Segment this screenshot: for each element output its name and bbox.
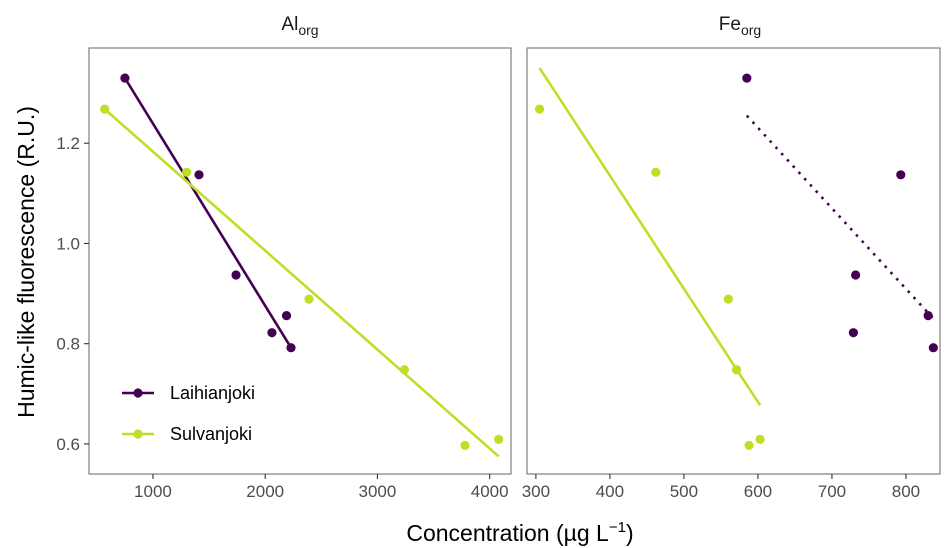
data-point-laihianjoki xyxy=(231,270,241,280)
x-axis-title-main: Concentration (µg L xyxy=(406,520,609,546)
x-axis-title: Concentration (µg L−1) xyxy=(406,519,633,546)
legend-key-point-sulvanjoki xyxy=(133,429,143,439)
data-point-sulvanjoki xyxy=(534,104,545,114)
x-tick-label: 600 xyxy=(744,482,772,501)
data-point-laihianjoki xyxy=(923,311,933,321)
x-tick-label: 500 xyxy=(670,482,698,501)
data-point-laihianjoki xyxy=(267,328,277,338)
data-point-sulvanjoki xyxy=(651,167,661,177)
strip-title-al-main: Al xyxy=(281,14,298,35)
data-point-laihianjoki xyxy=(851,270,861,280)
y-tick-label: 1.2 xyxy=(56,134,80,153)
x-tick-label: 700 xyxy=(818,482,846,501)
x-tick-label: 300 xyxy=(522,482,550,501)
data-point-laihianjoki xyxy=(281,311,292,321)
fit-line-sulvanjoki xyxy=(538,67,762,407)
data-point-laihianjoki xyxy=(286,343,296,353)
data-point-sulvanjoki xyxy=(304,294,314,304)
data-point-sulvanjoki xyxy=(182,167,192,177)
x-tick-label: 800 xyxy=(892,482,920,501)
strip-title-fe-main: Fe xyxy=(719,14,741,35)
x-tick-label: 1000 xyxy=(134,482,172,501)
strip-title-fe: Feorg xyxy=(719,14,761,38)
data-point-laihianjoki xyxy=(928,343,938,353)
data-point-laihianjoki xyxy=(848,328,859,338)
data-point-sulvanjoki xyxy=(755,434,765,445)
data-point-laihianjoki xyxy=(120,73,130,83)
data-point-laihianjoki xyxy=(896,170,906,180)
data-point-laihianjoki xyxy=(194,170,204,180)
data-point-sulvanjoki xyxy=(399,365,409,375)
data-point-laihianjoki xyxy=(742,73,752,83)
legend: Laihianjoki Sulvanjoki xyxy=(122,383,255,444)
legend-label-laihianjoki: Laihianjoki xyxy=(170,383,255,403)
y-tick-label: 0.8 xyxy=(56,335,80,354)
panel-frame xyxy=(526,47,941,475)
strip-title-fe-sub: org xyxy=(741,22,761,38)
fit-line-laihianjoki xyxy=(123,77,293,349)
x-axis-title-sup: −1 xyxy=(609,519,626,536)
data-point-sulvanjoki xyxy=(744,440,754,451)
panel-al-org: 1000 2000 3000 4000 xyxy=(88,47,512,501)
y-axis: 0.6 0.8 1.0 1.2 xyxy=(56,134,89,454)
x-tick-label: 400 xyxy=(596,482,624,501)
legend-label-sulvanjoki: Sulvanjoki xyxy=(170,424,252,444)
x-tick-label: 3000 xyxy=(359,482,397,501)
panel-fe-org: 300 400 500 600 700 800 xyxy=(522,47,941,501)
data-point-sulvanjoki xyxy=(100,104,110,114)
fit-line-laihianjoki xyxy=(745,114,935,320)
x-tick-label: 2000 xyxy=(246,482,284,501)
data-point-sulvanjoki xyxy=(494,434,504,445)
data-point-sulvanjoki xyxy=(460,440,470,451)
data-point-sulvanjoki xyxy=(731,365,742,375)
y-tick-label: 1.0 xyxy=(56,234,80,253)
y-tick-label: 0.6 xyxy=(56,435,80,454)
strip-title-al: Alorg xyxy=(281,14,318,38)
x-axis-title-tail: ) xyxy=(626,520,634,546)
legend-key-point-laihianjoki xyxy=(133,388,143,398)
y-axis-title: Humic-like fluorescence (R.U.) xyxy=(13,106,39,418)
x-tick-label: 4000 xyxy=(471,482,509,501)
data-point-sulvanjoki xyxy=(723,294,733,304)
strip-title-al-sub: org xyxy=(298,22,318,38)
panel-frame xyxy=(88,47,512,475)
fit-line-sulvanjoki xyxy=(103,108,500,458)
